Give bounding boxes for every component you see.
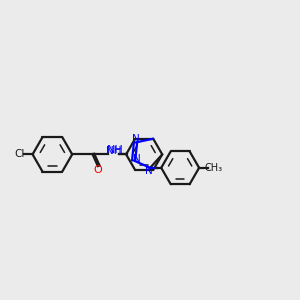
Text: NH: NH: [107, 145, 123, 155]
Text: CH₃: CH₃: [204, 163, 222, 173]
Text: N: N: [133, 154, 140, 164]
Text: Cl: Cl: [14, 149, 25, 159]
Text: NH: NH: [106, 146, 121, 156]
Text: O: O: [94, 164, 102, 175]
Text: N: N: [132, 134, 140, 144]
Text: N: N: [145, 166, 153, 176]
